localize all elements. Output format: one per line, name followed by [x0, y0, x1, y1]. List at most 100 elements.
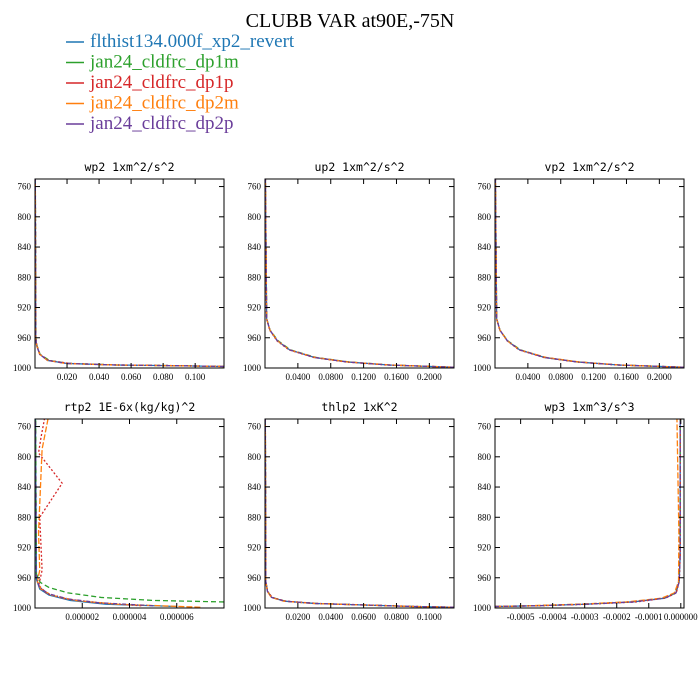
y-tick-label: 920	[248, 303, 262, 313]
panel-title: vp2 1xm^2/s^2	[544, 160, 634, 174]
x-tick-label: 0.1600	[614, 372, 639, 382]
series-line	[265, 419, 454, 608]
x-tick-label: 0.000004	[113, 612, 147, 622]
series-line	[495, 419, 681, 608]
y-tick-label: 800	[18, 452, 32, 462]
y-tick-label: 840	[18, 242, 32, 252]
y-tick-label: 880	[18, 512, 32, 522]
series-line	[35, 179, 224, 368]
x-tick-label: 0.1200	[351, 372, 376, 382]
series-line	[495, 179, 684, 368]
y-tick-label: 920	[478, 303, 492, 313]
y-tick-label: 760	[18, 182, 32, 192]
y-tick-label: 840	[478, 482, 492, 492]
y-tick-label: 840	[248, 242, 262, 252]
y-tick-label: 760	[248, 422, 262, 432]
series-line	[495, 179, 684, 368]
y-tick-label: 880	[248, 272, 262, 282]
series-line	[265, 179, 454, 368]
x-tick-label: 0.000002	[65, 612, 99, 622]
series-line	[495, 419, 681, 608]
plot-frame	[494, 178, 685, 369]
x-tick-label: 0.1000	[417, 612, 442, 622]
plot-frame	[264, 178, 455, 369]
y-tick-label: 840	[18, 482, 32, 492]
x-tick-label: 0.0800	[318, 372, 343, 382]
series-line	[35, 419, 224, 603]
legend-label: flthist134.000f_xp2_revert	[90, 31, 295, 52]
x-tick-label: -0.0003	[571, 612, 599, 622]
series-line	[495, 419, 680, 608]
y-tick-label: 960	[248, 333, 262, 343]
legend-label: jan24_cldfrc_dp2m	[89, 93, 239, 114]
chart-panel: wp3 1xm^3/s^3 760 800 840 880 920 960 1000 -0.00…	[473, 400, 698, 622]
panels: wp2 1xm^2/s^2 760 800 840 880 920 960 1000 0.020…	[13, 160, 698, 622]
chart-panel: thlp2 1xK^2 760 800 840 880 920 960 1000 0.0200 0…	[243, 400, 455, 622]
panel-title: thlp2 1xK^2	[321, 400, 397, 414]
series-line	[265, 179, 454, 368]
series-line	[37, 419, 142, 607]
plot-frame	[494, 418, 685, 609]
x-tick-label: 0.2000	[417, 372, 442, 382]
y-tick-label: 800	[478, 212, 492, 222]
series-line	[35, 179, 224, 368]
x-tick-label: 0.0400	[318, 612, 343, 622]
x-tick-label: 0.0400	[285, 372, 310, 382]
x-tick-label: -0.0002	[603, 612, 631, 622]
x-tick-label: 0.060	[121, 372, 142, 382]
y-tick-label: 760	[478, 182, 492, 192]
x-tick-label: 0.0600	[351, 612, 376, 622]
series-line	[495, 179, 684, 368]
y-tick-label: 920	[18, 543, 32, 553]
series-line	[35, 179, 224, 368]
x-tick-label: 0.040	[89, 372, 110, 382]
y-tick-label: 1000	[473, 363, 492, 373]
y-tick-label: 1000	[473, 603, 492, 613]
x-tick-label: -0.0004	[539, 612, 567, 622]
y-tick-label: 960	[248, 573, 262, 583]
series-line	[35, 419, 177, 608]
panel-title: up2 1xm^2/s^2	[314, 160, 404, 174]
series-line	[265, 179, 454, 368]
x-tick-label: 0.000006	[160, 612, 194, 622]
x-tick-label: -0.0005	[507, 612, 535, 622]
series-line	[265, 419, 454, 608]
chart-panel: up2 1xm^2/s^2 760 800 840 880 920 960 1000 0.040…	[243, 160, 455, 382]
legend-label: jan24_cldfrc_dp2p	[89, 113, 234, 134]
y-tick-label: 840	[248, 482, 262, 492]
y-tick-label: 1000	[243, 363, 262, 373]
y-tick-label: 760	[18, 422, 32, 432]
legend-label: jan24_cldfrc_dp1p	[89, 72, 234, 93]
series-line	[265, 419, 454, 608]
y-tick-label: 960	[18, 333, 32, 343]
series-line	[265, 419, 454, 608]
chart-panel: vp2 1xm^2/s^2 760 800 840 880 920 960 1000 0.040…	[473, 160, 685, 382]
legend-label: jan24_cldfrc_dp1m	[89, 52, 239, 73]
plot-frame	[264, 418, 455, 609]
y-tick-label: 880	[478, 512, 492, 522]
series-line	[495, 179, 684, 368]
x-tick-label: -0.0001	[635, 612, 663, 622]
y-tick-label: 800	[248, 212, 262, 222]
legend: flthist134.000f_xp2_revertjan24_cldfrc_d…	[66, 31, 295, 134]
y-tick-label: 760	[478, 422, 492, 432]
panel-title: rtp2 1E-6x(kg/kg)^2	[64, 400, 196, 414]
y-tick-label: 920	[18, 303, 32, 313]
y-tick-label: 960	[478, 333, 492, 343]
y-tick-label: 1000	[13, 603, 32, 613]
series-line	[35, 179, 224, 368]
series-line	[495, 419, 681, 608]
y-tick-label: 840	[478, 242, 492, 252]
series-line	[35, 179, 224, 368]
series-line	[35, 419, 154, 607]
y-tick-label: 880	[478, 272, 492, 282]
x-tick-label: 0.0800	[384, 612, 409, 622]
panel-title: wp3 1xm^3/s^3	[544, 400, 634, 414]
x-tick-label: 0.1200	[581, 372, 606, 382]
y-tick-label: 880	[248, 512, 262, 522]
x-tick-label: 0.020	[57, 372, 78, 382]
y-tick-label: 1000	[13, 363, 32, 373]
x-tick-label: 0.100	[185, 372, 206, 382]
y-tick-label: 800	[18, 212, 32, 222]
